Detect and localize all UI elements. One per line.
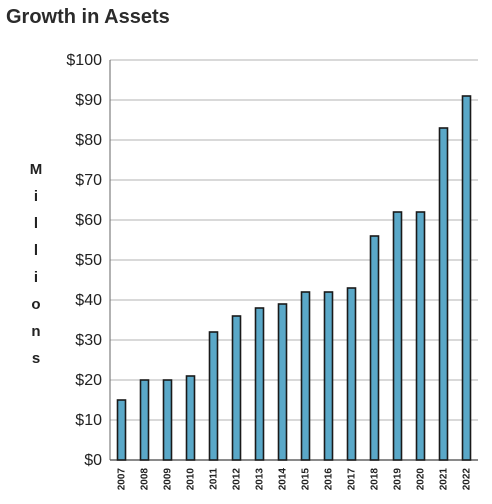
bar-2022	[461, 95, 472, 461]
x-tick-label: 2015	[301, 468, 312, 491]
x-tick-label: 2009	[163, 468, 174, 491]
y-tick-label: $100	[66, 52, 102, 69]
bar-2007	[116, 399, 127, 461]
chart-title: Growth in Assets	[6, 6, 170, 28]
x-tick-label: 2017	[347, 468, 358, 491]
y-tick-label: $90	[75, 92, 102, 109]
y-tick-label: $50	[75, 252, 102, 269]
x-tick-label: 2018	[370, 468, 381, 491]
y-tick-label: $0	[84, 452, 102, 469]
bar-2011	[208, 331, 219, 461]
bar-2008	[139, 379, 150, 461]
bar-2012	[231, 315, 242, 461]
y-axis-label-letter: n	[31, 323, 41, 340]
y-axis-label-letter: l	[33, 242, 39, 259]
bar-2019	[392, 211, 403, 461]
x-tick-label: 2010	[186, 468, 197, 491]
bar-2014	[277, 303, 288, 461]
bar-2010	[185, 375, 196, 461]
y-axis-label-letter: M	[29, 161, 43, 178]
y-axis-label-letter: l	[33, 215, 39, 232]
bars	[116, 95, 472, 461]
y-tick-label: $30	[75, 332, 102, 349]
y-tick-label: $60	[75, 212, 102, 229]
bar-2017	[346, 287, 357, 461]
bar-2020	[415, 211, 426, 461]
x-tick-label: 2007	[117, 468, 128, 491]
bar-2015	[300, 291, 311, 461]
x-tick-label: 2011	[209, 468, 220, 490]
x-tick-label: 2008	[140, 468, 151, 491]
x-tick-label: 2020	[416, 468, 427, 491]
y-axis-label-letter: s	[31, 350, 41, 367]
y-tick-labels: $0 $10 $20 $30 $40 $50 $60 $70 $80 $90 $100	[66, 52, 102, 469]
x-tick-label: 2016	[324, 468, 335, 491]
bar-2009	[162, 379, 173, 461]
y-tick-label: $40	[75, 292, 102, 309]
y-axis-label-letter: i	[33, 188, 39, 205]
y-axis-label-letter: o	[31, 296, 41, 313]
y-tick-label: $70	[75, 172, 102, 189]
bar-2013	[254, 307, 265, 461]
x-tick-label: 2014	[278, 468, 289, 491]
x-tick-label: 2021	[439, 468, 450, 491]
x-tick-labels: 2007 2008 2009 2010 2011 2012 2013 2014 2015 2016…	[117, 468, 473, 491]
y-axis-label-letter: i	[33, 269, 39, 286]
y-tick-label: $80	[75, 132, 102, 149]
x-tick-label: 2012	[232, 468, 243, 491]
y-tick-label: $10	[75, 412, 102, 429]
bar-2021	[438, 127, 449, 461]
bar-2018	[369, 235, 380, 461]
x-tick-label: 2022	[462, 468, 473, 491]
x-tick-label: 2013	[255, 468, 266, 491]
bar-2016	[323, 291, 334, 461]
y-tick-label: $20	[75, 372, 102, 389]
x-tick-label: 2019	[393, 468, 404, 491]
